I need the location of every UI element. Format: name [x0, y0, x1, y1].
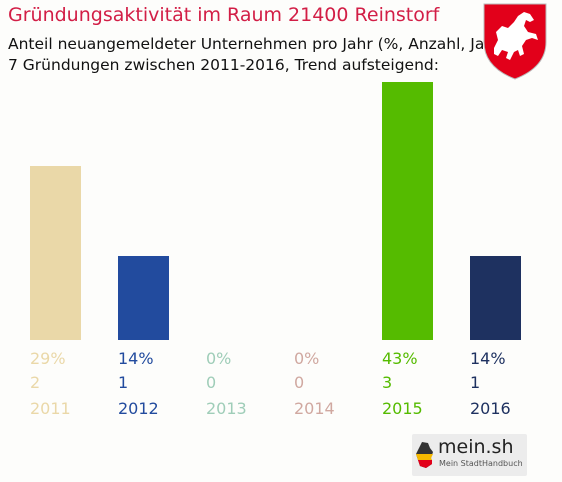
chart-subtitle: Anteil neuangemeldeter Unternehmen pro J…	[8, 35, 507, 53]
count-label-2012: 1	[118, 373, 128, 392]
year-label-2015: 2015	[382, 399, 423, 418]
bar-2015	[382, 82, 433, 340]
year-label-2013: 2013	[206, 399, 247, 418]
count-label-2013: 0	[206, 373, 216, 392]
count-label-2016: 1	[470, 373, 480, 392]
percent-label-2015: 43%	[382, 349, 418, 368]
site-name: mein.sh	[438, 436, 514, 458]
count-label-2015: 3	[382, 373, 392, 392]
bar-2016	[470, 256, 521, 340]
year-label-2012: 2012	[118, 399, 159, 418]
percent-label-2011: 29%	[30, 349, 66, 368]
year-label-2016: 2016	[470, 399, 511, 418]
year-label-2014: 2014	[294, 399, 335, 418]
mein-sh-watermark[interactable]: mein.sh Mein StadtHandbuch	[412, 434, 527, 476]
percent-label-2016: 14%	[470, 349, 506, 368]
count-label-2014: 0	[294, 373, 304, 392]
germany-map-icon	[416, 442, 433, 468]
chart-summary: 7 Gründungen zwischen 2011-2016, Trend a…	[8, 56, 439, 74]
count-label-2011: 2	[30, 373, 40, 392]
percent-label-2012: 14%	[118, 349, 154, 368]
year-label-2011: 2011	[30, 399, 71, 418]
lower-saxony-horse-crest-icon	[483, 3, 547, 80]
percent-label-2013: 0%	[206, 349, 231, 368]
bar-2012	[118, 256, 169, 340]
percent-label-2014: 0%	[294, 349, 319, 368]
bar-2011	[30, 166, 81, 340]
site-tagline: Mein StadtHandbuch	[439, 459, 523, 468]
chart-title: Gründungsaktivität im Raum 21400 Reinsto…	[8, 4, 440, 26]
